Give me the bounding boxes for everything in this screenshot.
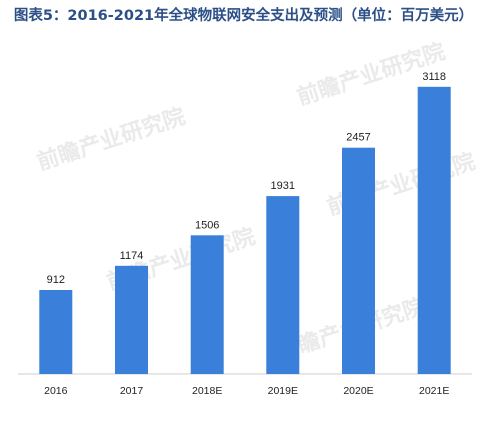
category-label-2016: 2016 [44, 385, 68, 397]
bar-2019E [266, 196, 300, 374]
value-label-2019E: 1931 [271, 180, 295, 192]
value-label-2016: 912 [47, 274, 65, 286]
watermarks: 前瞻产业研究院前瞻产业研究院前瞻产业研究院前瞻产业研究院前瞻产业研究院 [34, 38, 479, 365]
value-labels: 912 1174 1506 1931 2457 3118 [47, 71, 446, 286]
bar-2018E [190, 235, 224, 374]
category-label-2020E: 2020E [343, 385, 373, 397]
watermark-text: 前瞻产业研究院 [34, 103, 189, 175]
value-label-2020E: 2457 [346, 132, 370, 144]
category-label-2017: 2017 [120, 385, 144, 397]
bars [39, 86, 451, 375]
bar-2016 [39, 290, 73, 374]
value-label-2017: 1174 [120, 250, 144, 262]
category-label-2019E: 2019E [268, 385, 298, 397]
category-label-2021E: 2021E [419, 385, 449, 397]
bar-2017 [115, 265, 148, 374]
category-labels: 2016 2017 2018E 2019E 2020E 2021E [44, 385, 449, 397]
value-label-2018E: 1506 [195, 219, 219, 231]
category-label-2018E: 2018E [192, 385, 222, 397]
chart-title: 图表5：2016-2021年全球物联网安全支出及预测（单位：百万美元） [13, 8, 474, 24]
bar-2020E [342, 147, 375, 374]
bar-2021E [417, 86, 451, 375]
value-label-2021E: 3118 [422, 71, 446, 83]
